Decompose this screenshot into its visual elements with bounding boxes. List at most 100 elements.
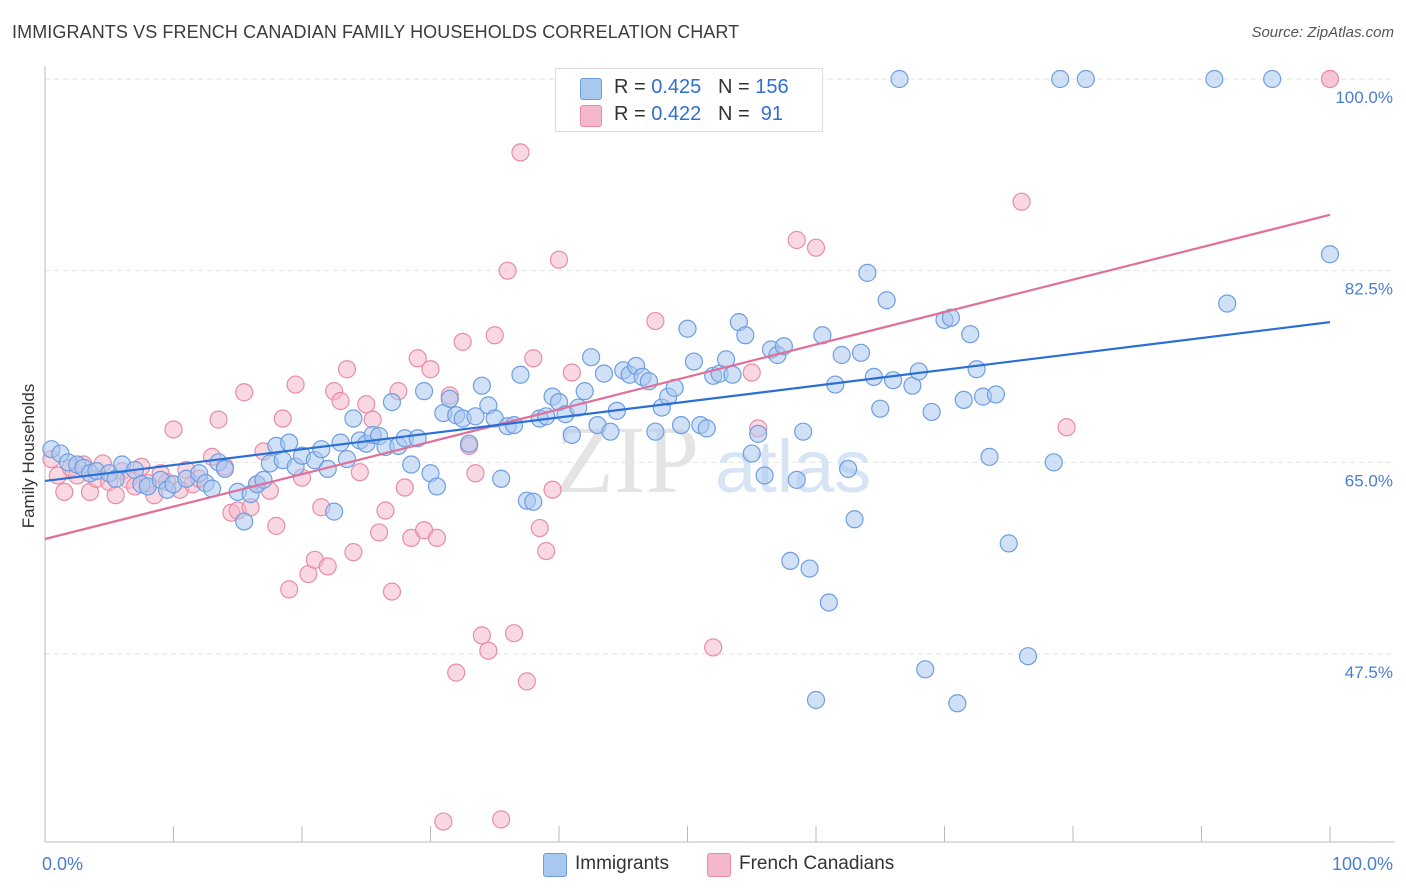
french-canadians-point (472, 626, 491, 645)
immigrants-point (890, 69, 909, 89)
french-canadians-point (806, 238, 826, 257)
bottom-legend-label-french-canadians: French Canadians (739, 853, 895, 874)
immigrants-point (986, 385, 1006, 404)
immigrants-point (562, 425, 581, 445)
french-canadians-point (318, 557, 337, 576)
immigrants-point (466, 407, 485, 426)
immigrants-point (312, 440, 331, 459)
immigrants-point (524, 492, 543, 511)
immigrants-point (858, 263, 877, 282)
immigrants-point (742, 444, 761, 463)
immigrants-point (999, 534, 1018, 553)
immigrants-point (459, 434, 479, 453)
immigrants-trend-line (44, 321, 1331, 483)
immigrants-point (594, 364, 614, 383)
trend-lines (44, 213, 1331, 541)
french-canadians-point (382, 582, 402, 601)
french-canadians-point (273, 409, 292, 428)
bottom-legend-swatch-french-canadians (707, 853, 731, 877)
immigrants-point (325, 502, 344, 521)
immigrants-point (511, 365, 530, 384)
french-canadians-point (646, 311, 665, 331)
immigrants-point (839, 459, 858, 479)
immigrants-point (800, 559, 819, 578)
french-canadians-point (466, 464, 485, 483)
immigrants-point (723, 365, 742, 384)
immigrants-point (1044, 453, 1063, 472)
immigrants-point (883, 371, 903, 390)
french-canadians-point (363, 410, 382, 429)
immigrants-point (215, 459, 234, 479)
french-canadians-point (562, 363, 581, 382)
immigrants-point (414, 382, 434, 401)
french-canadians-point (286, 375, 305, 394)
y-tick-label: 100.0% (1335, 88, 1393, 107)
legend-n-label: N = (717, 76, 750, 98)
legend-swatch-immigrants (580, 78, 602, 100)
immigrants-point (794, 422, 813, 441)
immigrants-point (845, 510, 864, 529)
bottom-legend-label-immigrants: Immigrants (575, 853, 669, 874)
immigrants-point (678, 319, 697, 338)
immigrants-point (749, 424, 768, 443)
french-canadians-point (376, 501, 395, 520)
immigrants-point (877, 291, 896, 310)
immigrants-point (922, 402, 941, 422)
french-canadians-point (742, 363, 761, 382)
immigrants-point (806, 690, 826, 710)
source-label: Source: ZipAtlas.com (1251, 24, 1394, 41)
french-canadians-point (106, 486, 125, 505)
french-canadians-point (395, 478, 414, 497)
french-canadians-point (427, 528, 447, 548)
french-canadians-point (209, 410, 228, 429)
legend-swatch-french-canadians (580, 105, 602, 127)
immigrants-point (941, 308, 961, 327)
french-canadians-point (704, 638, 723, 657)
immigrants-point (787, 470, 806, 489)
french-canadians-point (280, 580, 299, 599)
french-canadians-point (517, 672, 536, 691)
y-tick-label: 82.5% (1345, 280, 1393, 299)
french-canadians-point (1057, 418, 1076, 437)
bottom-legend-immigrants: Immigrants (543, 852, 693, 878)
immigrants-point (697, 419, 716, 438)
immigrants-point (1263, 69, 1282, 89)
immigrants-point (954, 390, 973, 410)
immigrants-point (402, 455, 421, 474)
y-tick-label: 47.5% (1345, 663, 1393, 682)
immigrants-point (1076, 69, 1095, 89)
french-canadians-point (453, 332, 472, 351)
french-canadians-point (434, 812, 453, 831)
immigrants-point (736, 326, 755, 345)
immigrants-point (1051, 69, 1070, 89)
immigrants-point (1320, 245, 1340, 264)
french-canadians-point (524, 349, 543, 368)
french-canadians-point (421, 360, 440, 379)
french-canadians-point (511, 143, 530, 162)
x-tick-label: 0.0% (42, 854, 83, 874)
y-tick-labels: 47.5% 65.0% 82.5% 100.0% (1335, 88, 1393, 682)
immigrants-point (781, 551, 800, 571)
immigrants-point (948, 694, 967, 713)
immigrants-point (851, 343, 871, 362)
immigrants-point (235, 512, 254, 531)
legend-n-value-immigrants: 156 (755, 76, 789, 98)
immigrants-point (472, 376, 491, 395)
immigrants-point (575, 382, 594, 401)
legend-n-value-french-canadians: 91 (755, 103, 784, 125)
immigrants-point (492, 469, 511, 488)
immigrants-point (832, 345, 851, 365)
french-canadians-point (530, 518, 549, 538)
french-canadians-point (485, 326, 504, 345)
french-canadians-point (1320, 69, 1340, 89)
immigrants-point (427, 477, 447, 496)
french-canadians-point (331, 391, 350, 411)
french-canadians-point (549, 250, 569, 269)
legend-n-label: N = (717, 103, 750, 125)
french-canadians-point (787, 230, 806, 250)
legend-r-value-immigrants: 0.425 (651, 76, 702, 98)
bottom-legend-french-canadians: French Canadians (707, 852, 917, 878)
french-canadians-point (267, 516, 286, 535)
french-canadians-point (498, 261, 517, 280)
